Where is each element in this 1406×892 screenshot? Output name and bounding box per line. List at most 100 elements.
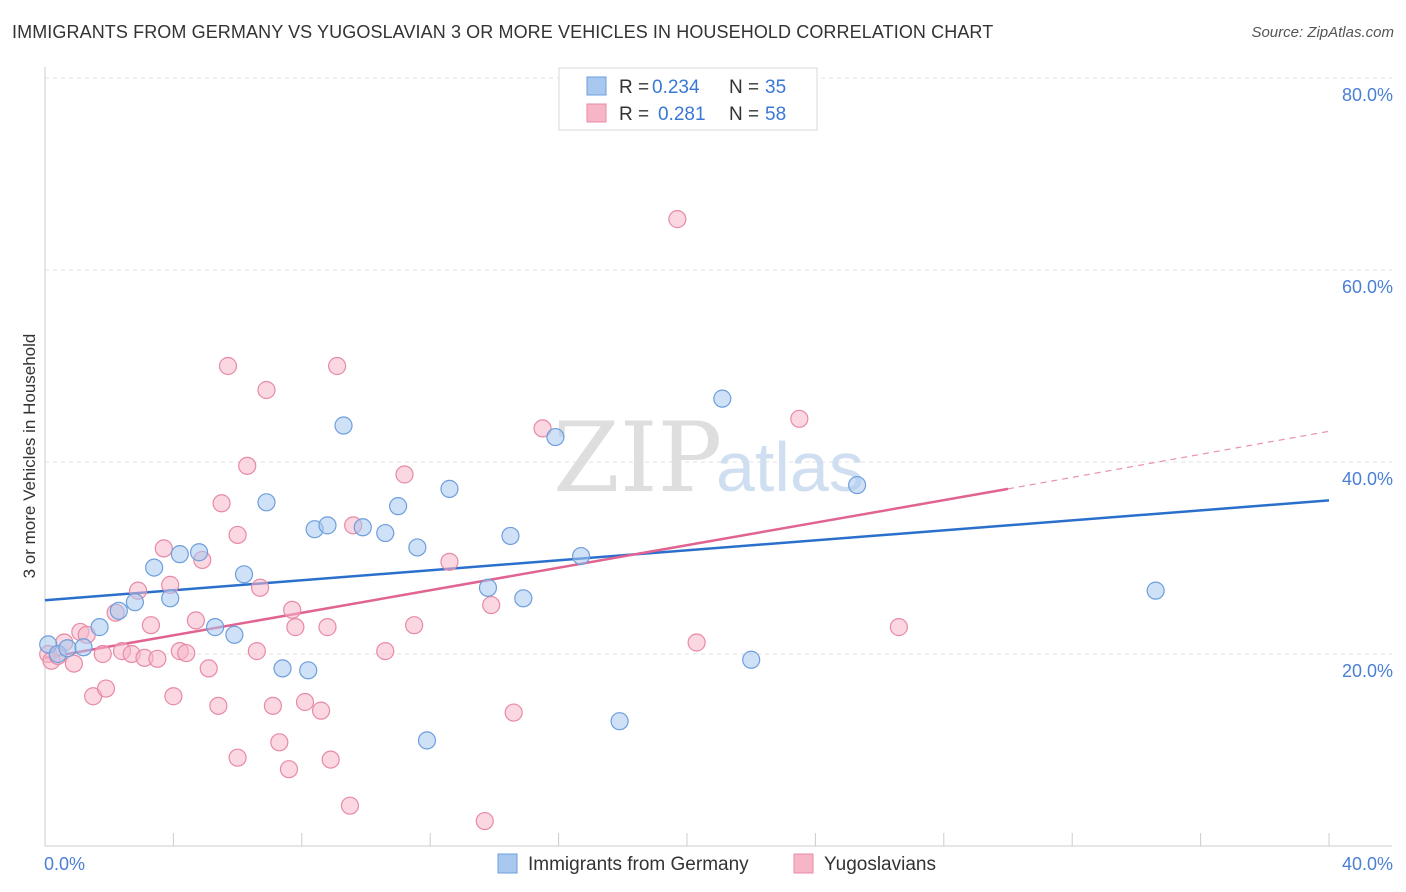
- point-yugoslavians: [209, 696, 228, 715]
- point-yugoslavians: [889, 618, 908, 637]
- y-tick-labels: 20.0% 40.0% 60.0% 80.0%: [1342, 85, 1393, 681]
- point-germany: [234, 565, 254, 584]
- y-tick-label: 40.0%: [1342, 469, 1393, 489]
- point-yugoslavians: [247, 642, 266, 661]
- point-germany: [1146, 581, 1165, 600]
- point-yugoslavians: [790, 409, 809, 428]
- legend-n-value-yugoslavians: 58: [765, 104, 786, 125]
- point-yugoslavians: [376, 642, 395, 661]
- point-germany: [389, 497, 408, 516]
- point-yugoslavians: [238, 456, 257, 475]
- axes: [44, 67, 1392, 847]
- point-germany: [145, 558, 164, 577]
- point-yugoslavians: [395, 465, 414, 484]
- watermark-atlas: atlas: [716, 428, 864, 506]
- series-legend-swatch-germany: [497, 853, 518, 874]
- point-yugoslavians: [257, 380, 276, 400]
- point-yugoslavians: [96, 679, 116, 698]
- point-yugoslavians: [228, 748, 247, 767]
- point-yugoslavians: [482, 595, 501, 615]
- point-germany: [848, 475, 867, 495]
- point-yugoslavians: [148, 649, 167, 668]
- point-germany: [318, 516, 337, 535]
- legend-n-label-yugoslavians: N =: [729, 104, 759, 125]
- point-yugoslavians: [93, 644, 112, 664]
- point-yugoslavians: [440, 552, 459, 571]
- y-axis-title: 3 or more Vehicles in Household: [20, 334, 39, 579]
- series-legend-swatch-yugoslavians: [793, 853, 814, 874]
- point-yugoslavians: [177, 643, 196, 663]
- chart-title: IMMIGRANTS FROM GERMANY VS YUGOSLAVIAN 3…: [12, 22, 994, 42]
- point-yugoslavians: [340, 796, 360, 815]
- point-germany: [440, 479, 459, 498]
- point-yugoslavians: [668, 210, 687, 229]
- point-yugoslavians: [311, 701, 331, 720]
- point-yugoslavians: [321, 750, 340, 769]
- source-label: Source: ZipAtlas.com: [1251, 24, 1394, 41]
- legend-r-value-yugoslavians: 0.281: [658, 104, 706, 125]
- point-germany: [478, 578, 498, 597]
- point-germany: [299, 661, 318, 680]
- point-germany: [353, 518, 372, 537]
- legend-r-value-germany: 0.234: [652, 77, 700, 98]
- point-germany: [334, 416, 353, 435]
- trend-line-germany: [44, 499, 1330, 602]
- point-germany: [514, 589, 533, 608]
- point-yugoslavians: [263, 696, 283, 715]
- point-germany: [170, 545, 189, 564]
- y-tick-label: 80.0%: [1342, 85, 1393, 105]
- point-germany: [58, 639, 77, 658]
- point-yugoslavians: [295, 692, 315, 712]
- watermark-zip: ZIP: [553, 402, 722, 514]
- point-yugoslavians: [687, 633, 706, 652]
- point-germany: [161, 589, 180, 608]
- point-yugoslavians: [164, 687, 183, 706]
- point-yugoslavians: [212, 494, 231, 513]
- point-yugoslavians: [228, 525, 247, 545]
- legend-r-label-germany: R =: [619, 77, 649, 98]
- point-yugoslavians: [64, 654, 83, 673]
- trend-line-yugoslavians: [44, 487, 1009, 660]
- point-yugoslavians: [283, 600, 302, 619]
- x-tick-labels: 0.0% 40.0%: [44, 854, 1393, 874]
- point-yugoslavians: [504, 703, 523, 722]
- point-yugoslavians: [286, 618, 305, 637]
- point-germany: [206, 618, 225, 637]
- point-yugoslavians: [199, 659, 218, 678]
- point-yugoslavians: [328, 356, 347, 376]
- point-yugoslavians: [154, 539, 173, 558]
- series-legend-label-germany: Immigrants from Germany: [528, 854, 749, 875]
- point-germany: [189, 543, 209, 562]
- point-germany: [501, 526, 520, 546]
- point-germany: [713, 389, 732, 408]
- point-yugoslavians: [186, 611, 205, 630]
- point-germany: [225, 625, 244, 644]
- point-germany: [273, 659, 292, 678]
- legend-swatch-germany: [586, 76, 607, 96]
- point-germany: [257, 493, 276, 512]
- point-germany: [742, 650, 761, 669]
- point-yugoslavians: [218, 356, 238, 376]
- series-legend-label-yugoslavians: Yugoslavians: [824, 854, 936, 875]
- point-germany: [90, 618, 109, 637]
- point-yugoslavians: [141, 616, 161, 635]
- y-tick-label: 60.0%: [1342, 277, 1393, 297]
- point-germany: [546, 427, 565, 447]
- point-germany: [408, 538, 427, 557]
- point-germany: [74, 638, 93, 657]
- legend-n-value-germany: 35: [765, 77, 786, 98]
- legend-r-label-yugoslavians: R =: [619, 104, 649, 125]
- watermark: ZIP atlas: [553, 402, 864, 514]
- point-germany: [571, 546, 591, 566]
- point-germany: [109, 601, 128, 620]
- point-germany: [125, 593, 144, 612]
- point-yugoslavians: [250, 578, 270, 597]
- x-tick-label: 40.0%: [1342, 854, 1393, 874]
- x-tick-label: 0.0%: [44, 854, 85, 874]
- point-yugoslavians: [318, 618, 337, 637]
- point-yugoslavians: [270, 733, 289, 752]
- point-yugoslavians: [475, 811, 494, 831]
- point-yugoslavians: [279, 760, 299, 779]
- points-layer: [39, 210, 1165, 831]
